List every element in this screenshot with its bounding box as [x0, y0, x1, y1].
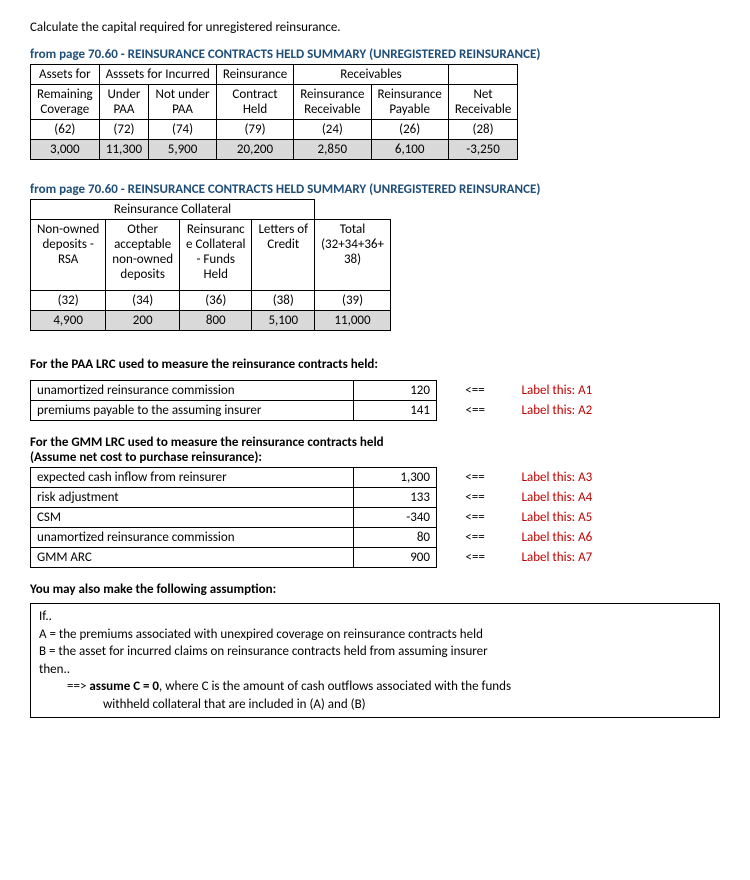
label-row-arrow: <== — [437, 401, 514, 421]
label-row-label: Label this: A6 — [514, 528, 601, 548]
label-row-desc: unamortized reinsurance commission — [31, 381, 354, 401]
table1-group-header: Reinsurance — [216, 65, 293, 85]
table1-code: (24) — [294, 120, 371, 140]
label-row-value: 80 — [354, 528, 437, 548]
label-row-value: 133 — [354, 488, 437, 508]
paa-heading: For the PAA LRC used to measure the rein… — [30, 357, 720, 372]
label-row-arrow: <== — [437, 488, 514, 508]
instruction-text: Calculate the capital required for unreg… — [30, 20, 720, 35]
label-row-label: Label this: A4 — [514, 488, 601, 508]
label-row-label: Label this: A2 — [514, 401, 601, 421]
table2-code: (32) — [31, 291, 106, 311]
label-row-arrow: <== — [437, 508, 514, 528]
label-row-label: Label this: A7 — [514, 548, 601, 568]
gmm-table: expected cash inflow from reinsurer1,300… — [30, 467, 601, 568]
label-row-desc: unamortized reinsurance commission — [31, 528, 354, 548]
assume-line: If.. — [39, 608, 711, 626]
assume-line: A = the premiums associated with unexpir… — [39, 626, 711, 644]
table1-group-header: Assets for — [31, 65, 100, 85]
label-row-arrow: <== — [437, 528, 514, 548]
table2-code: (36) — [180, 291, 252, 311]
label-row-desc: expected cash inflow from reinsurer — [31, 468, 354, 488]
label-row-value: 120 — [354, 381, 437, 401]
table2-value: 11,000 — [315, 311, 391, 331]
table1-code: (79) — [216, 120, 293, 140]
table2-code: (38) — [252, 291, 315, 311]
table1-value: 20,200 — [216, 140, 293, 160]
table1-code: (28) — [448, 120, 517, 140]
table1-value: 5,900 — [149, 140, 217, 160]
table1-sub-header: Not underPAA — [149, 85, 217, 120]
label-row-arrow: <== — [437, 548, 514, 568]
table1-value: -3,250 — [448, 140, 517, 160]
assume-line: withheld collateral that are included in… — [39, 696, 711, 714]
table1: Assets forAsssets for IncurredReinsuranc… — [30, 64, 518, 160]
label-row-arrow: <== — [437, 468, 514, 488]
table1-group-header: Asssets for Incurred — [99, 65, 216, 85]
label-row-desc: risk adjustment — [31, 488, 354, 508]
table1-sub-header: UnderPAA — [99, 85, 149, 120]
label-row-label: Label this: A1 — [514, 381, 601, 401]
table2-value: 200 — [106, 311, 180, 331]
table1-sub-header: RemainingCoverage — [31, 85, 100, 120]
table1-value: 2,850 — [294, 140, 371, 160]
paa-table: unamortized reinsurance commission120<==… — [30, 380, 601, 421]
table2-sub-header: Non-owneddeposits -RSA — [31, 220, 106, 291]
gmm-heading-2: (Assume net cost to purchase reinsurance… — [30, 450, 720, 465]
assumption-box: If..A = the premiums associated with une… — [30, 603, 720, 718]
table1-code: (62) — [31, 120, 100, 140]
table1-group-header — [448, 65, 517, 85]
table2-top-header-blank — [315, 200, 391, 220]
table1-sub-header: ReinsuranceReceivable — [294, 85, 371, 120]
table2-sub-header: Otheracceptablenon-owneddeposits — [106, 220, 180, 291]
table2-value: 4,900 — [31, 311, 106, 331]
table1-value: 3,000 — [31, 140, 100, 160]
table2-top-header: Reinsurance Collateral — [31, 200, 315, 220]
table1-value: 6,100 — [371, 140, 448, 160]
assume-line: then.. — [39, 661, 711, 679]
label-row-label: Label this: A3 — [514, 468, 601, 488]
label-row-value: 1,300 — [354, 468, 437, 488]
table2-value: 5,100 — [252, 311, 315, 331]
table2-sub-header: Letters ofCredit — [252, 220, 315, 291]
table2-code: (39) — [315, 291, 391, 311]
label-row-desc: CSM — [31, 508, 354, 528]
table1-group-header: Receivables — [294, 65, 449, 85]
table1-code: (72) — [99, 120, 149, 140]
assume-line: ==> assume C = 0, where C is the amount … — [39, 678, 711, 696]
gmm-heading-1: For the GMM LRC used to measure the rein… — [30, 435, 720, 450]
label-row-label: Label this: A5 — [514, 508, 601, 528]
table2: Reinsurance CollateralNon-owneddeposits … — [30, 199, 391, 331]
table1-sub-header: ReinsurancePayable — [371, 85, 448, 120]
table1-code: (74) — [149, 120, 217, 140]
table2-title: from page 70.60 - REINSURANCE CONTRACTS … — [30, 182, 720, 197]
label-row-value: 900 — [354, 548, 437, 568]
label-row-value: 141 — [354, 401, 437, 421]
assumption-heading: You may also make the following assumpti… — [30, 582, 720, 597]
table1-sub-header: NetReceivable — [448, 85, 517, 120]
table2-code: (34) — [106, 291, 180, 311]
table2-sub-header: Reinsurance Collateral- FundsHeld — [180, 220, 252, 291]
label-row-desc: GMM ARC — [31, 548, 354, 568]
assume-line: B = the asset for incurred claims on rei… — [39, 643, 711, 661]
label-row-arrow: <== — [437, 381, 514, 401]
table2-value: 800 — [180, 311, 252, 331]
table1-value: 11,300 — [99, 140, 149, 160]
table1-code: (26) — [371, 120, 448, 140]
table1-title: from page 70.60 - REINSURANCE CONTRACTS … — [30, 47, 720, 62]
table2-sub-header: Total(32+34+36+38) — [315, 220, 391, 291]
table1-sub-header: ContractHeld — [216, 85, 293, 120]
label-row-desc: premiums payable to the assuming insurer — [31, 401, 354, 421]
label-row-value: -340 — [354, 508, 437, 528]
